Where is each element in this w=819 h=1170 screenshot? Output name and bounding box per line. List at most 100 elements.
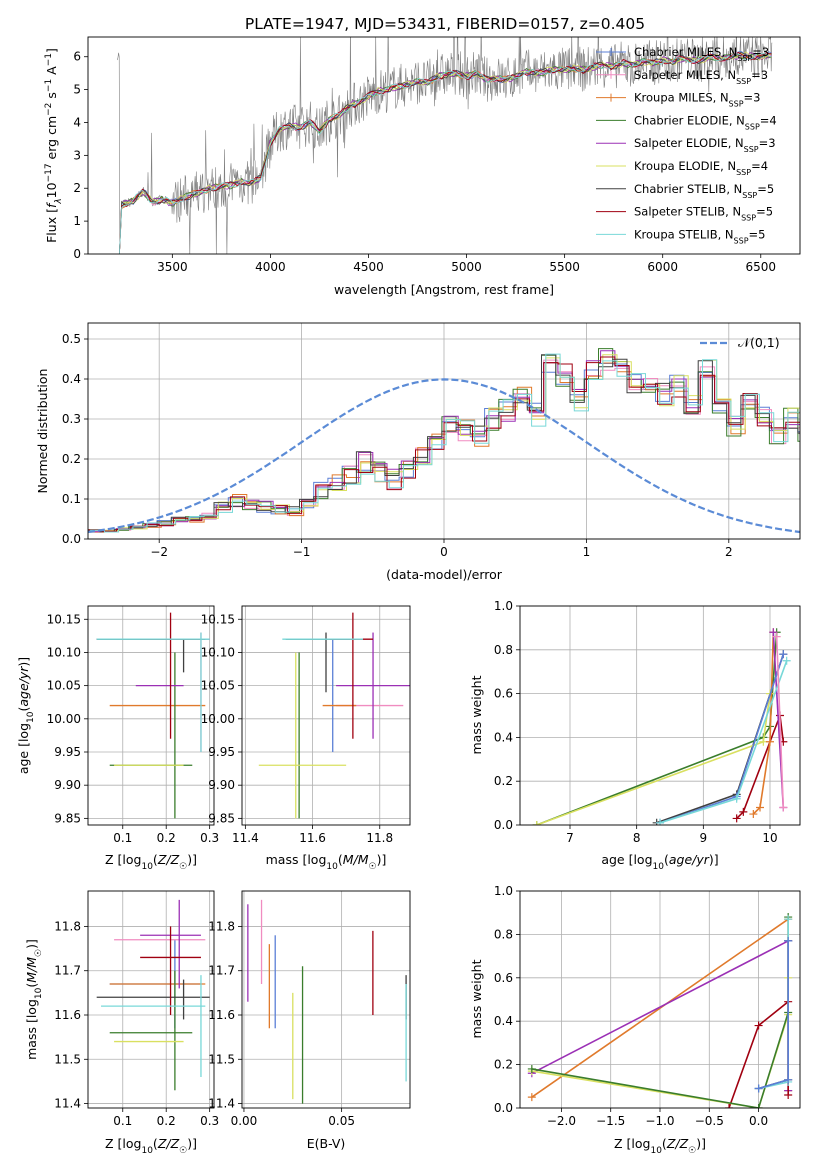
plot-area bbox=[258, 612, 410, 819]
model-line-chabrier_elodie bbox=[119, 53, 772, 254]
histogram-step-salpeter_elodie bbox=[88, 350, 800, 533]
errorbar-salpeter_stelib bbox=[329, 612, 374, 739]
model-line-salpeter_miles bbox=[119, 52, 772, 254]
mass-vs-EBV-axes: 0.00 0.05 11.4 11.5 11.6 11.7 11.8 E(B-V) bbox=[208, 890, 411, 1151]
y-axis-label: mass [log10(M/M☉)] bbox=[24, 939, 44, 1060]
label-part: M/M bbox=[24, 957, 39, 983]
x-tick-label: 3500 bbox=[157, 260, 188, 274]
legend-text: Chabrier ELODIE, N bbox=[634, 113, 745, 127]
label-part: age [log bbox=[601, 852, 652, 867]
x-tick-label: 5500 bbox=[549, 260, 580, 274]
histogram-step-kroupa_stelib bbox=[90, 353, 800, 533]
legend-text: Kroupa ELODIE, N bbox=[634, 159, 736, 173]
weight-marker bbox=[779, 650, 788, 659]
y-tick-label: 0.0 bbox=[62, 532, 81, 546]
weight-line-salpeter_stelib bbox=[736, 715, 785, 819]
legend-text: Salpeter STELIB, N bbox=[634, 205, 741, 219]
label-part: −17 bbox=[44, 163, 54, 182]
x-tick-label: 0.0 bbox=[749, 1114, 768, 1128]
y-tick-label: 0.4 bbox=[494, 1014, 513, 1028]
y-tick-label: 2 bbox=[73, 181, 81, 195]
label-part: mass [log bbox=[266, 852, 327, 867]
x-tick-label: 0.2 bbox=[157, 831, 176, 845]
y-tick-label: 6 bbox=[73, 50, 81, 64]
label-part: 10 bbox=[34, 987, 44, 999]
x-tick-label: 6500 bbox=[745, 260, 776, 274]
x-tick-label: 2 bbox=[725, 545, 733, 559]
y-tick-label: 9.95 bbox=[54, 745, 81, 759]
errorbar-salpeter_miles bbox=[96, 632, 210, 752]
weight-line-kroupa_elodie bbox=[536, 693, 771, 825]
x-tick-label: 0.3 bbox=[200, 1114, 219, 1128]
x-tick-label: −2.0 bbox=[547, 1114, 576, 1128]
errorbar-salpeter_stelib bbox=[140, 926, 201, 1015]
y-tick-label: 10.05 bbox=[201, 679, 235, 693]
weight-line-chabrier_stelib bbox=[758, 940, 789, 1090]
weight-marker bbox=[779, 803, 788, 812]
errorbar-chabrier_elodie bbox=[109, 652, 193, 819]
y-tick-label: 0.2 bbox=[494, 1058, 513, 1072]
legend-text: =3 bbox=[752, 45, 769, 59]
errorbar-kroupa_stelib bbox=[101, 975, 206, 1077]
legend-label: 𝒩(0,1) bbox=[738, 335, 780, 350]
label-part: ( bbox=[338, 852, 343, 867]
y-tick-label: 3 bbox=[73, 148, 81, 162]
legend-sub: SSP bbox=[737, 54, 752, 63]
weight-marker bbox=[759, 737, 768, 746]
x-tick-label: 0.1 bbox=[113, 1114, 132, 1128]
label-part: λ bbox=[54, 198, 64, 204]
y-axis-label: mass weight bbox=[469, 675, 484, 754]
y-tick-label: 0.3 bbox=[62, 412, 81, 426]
axes-frame bbox=[241, 890, 411, 1109]
model-line-kroupa_elodie bbox=[119, 51, 772, 254]
figure-title: PLATE=1947, MJD=53431, FIBERID=0157, z=0… bbox=[245, 15, 645, 33]
weight-marker bbox=[754, 1084, 763, 1093]
weight-marker bbox=[739, 807, 748, 816]
label-part: −1 bbox=[44, 53, 54, 66]
residual-histogram-axes: −2 −1 0 1 2 0.0 0.1 0.2 0.3 0.4 0.5 (data-model)/er… bbox=[35, 322, 801, 582]
y-tick-label: 0 bbox=[73, 247, 81, 261]
legend-sub: SSP bbox=[741, 213, 756, 222]
y-tick-label: 0.2 bbox=[494, 774, 513, 788]
y-tick-label: 11.4 bbox=[54, 1097, 81, 1111]
histogram-step-chabrier_miles bbox=[88, 363, 800, 532]
label-part: age/yr bbox=[669, 852, 710, 867]
weight-line-chabrier_miles bbox=[758, 940, 789, 1090]
mass-vs-Z-axes: 0.1 0.2 0.311.411.511.611.711.8Z [log10(Z/… bbox=[24, 890, 219, 1156]
label-part: Z [log bbox=[105, 852, 141, 867]
y-tick-label: 10.00 bbox=[201, 712, 235, 726]
legend-sub: SSP bbox=[736, 76, 751, 85]
age-vs-mass-axes: 11.4 11.6 11.8 9.85 9.90 9.95 10.00 10.05 10.10 1… bbox=[201, 605, 411, 872]
label-part: 10 bbox=[141, 1146, 153, 1156]
weight-marker bbox=[756, 803, 764, 812]
x-tick-label: 10 bbox=[762, 831, 777, 845]
legend-text: Chabrier MILES, N bbox=[634, 45, 737, 59]
legend-text: =5 bbox=[756, 205, 773, 219]
x-tick-label: 4500 bbox=[353, 260, 384, 274]
legend-text: Salpeter MILES, N bbox=[634, 68, 736, 82]
y-tick-label: 9.90 bbox=[208, 778, 235, 792]
x-tick-label: 0.00 bbox=[231, 1114, 258, 1128]
label-part: Z/Z bbox=[157, 1136, 180, 1151]
model-line-kroupa_stelib bbox=[119, 52, 772, 254]
y-tick-label: 0.6 bbox=[494, 687, 513, 701]
label-part: mass [log bbox=[24, 999, 39, 1060]
plot-area bbox=[117, 37, 773, 254]
y-tick-label: 0.4 bbox=[62, 372, 81, 386]
x-axis-label: (data-model)/error bbox=[386, 567, 503, 582]
y-tick-label: 11.6 bbox=[54, 1008, 81, 1022]
histogram-step-salpeter_stelib bbox=[88, 356, 800, 532]
weight-line-kroupa_miles bbox=[752, 632, 775, 815]
model-line-salpeter_stelib bbox=[119, 51, 772, 254]
weight-marker bbox=[656, 818, 664, 825]
axes-frame bbox=[87, 322, 801, 540]
label-part: ☉ bbox=[369, 862, 377, 872]
axes-frame bbox=[87, 605, 215, 826]
y-tick-label: 5 bbox=[73, 83, 81, 97]
weight-marker bbox=[754, 1021, 763, 1030]
label-part: −2 bbox=[44, 103, 54, 116]
label-part: A bbox=[44, 66, 59, 79]
x-tick-label: 0.05 bbox=[328, 1114, 355, 1128]
label-part: ☉ bbox=[688, 1146, 696, 1156]
